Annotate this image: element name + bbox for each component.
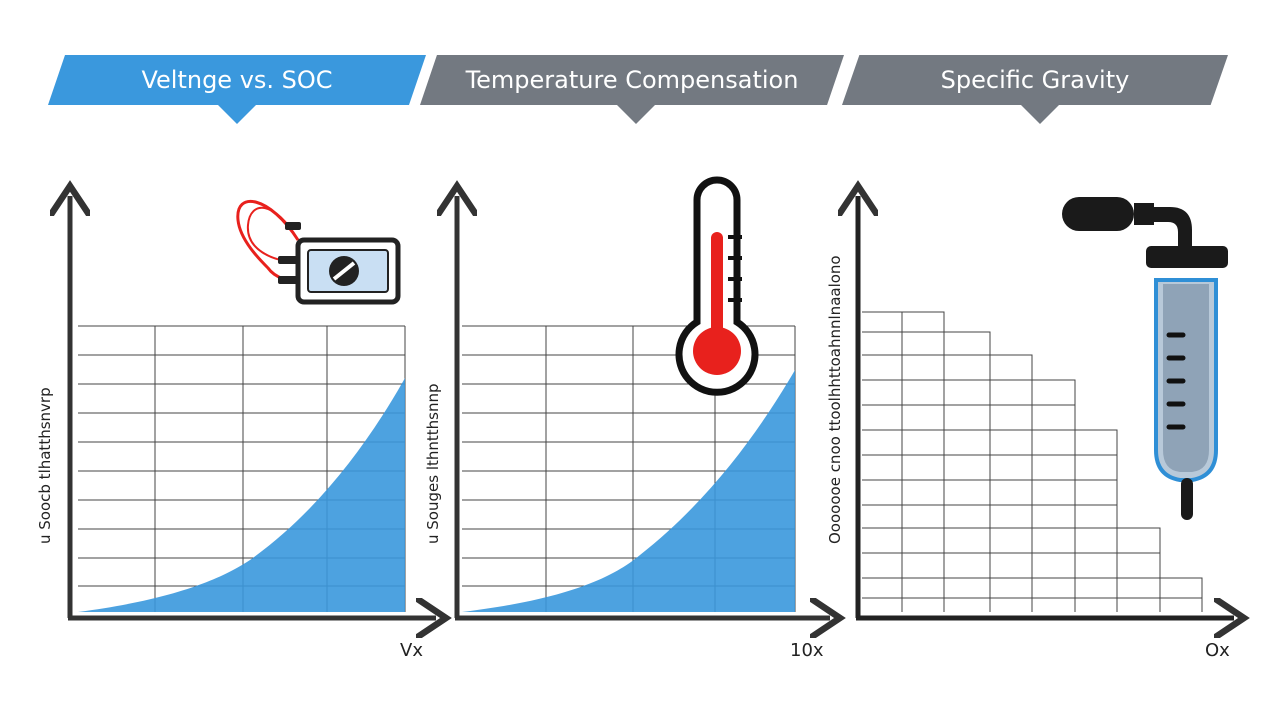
panel-title-3: Specific Gravity xyxy=(940,66,1130,94)
banner-temperature-compensation: Temperature Compensation xyxy=(420,55,844,105)
banner-pointer-3 xyxy=(1020,104,1060,124)
thermometer-icon xyxy=(675,176,759,396)
panel-1-area-curve xyxy=(78,378,405,612)
panel-3-chart xyxy=(856,196,1234,618)
multimeter-icon xyxy=(236,200,401,305)
panel-1-y-axis-label: u Soocb tlhatthsnvrp xyxy=(36,387,54,544)
hydrometer-icon xyxy=(1062,197,1228,520)
panel-3-x-end-label: Ox xyxy=(1205,640,1230,661)
panel-2-x-end-label: 10x xyxy=(790,640,824,661)
panel-2-y-axis-label: u Souges lthntthsnnp xyxy=(424,383,442,545)
panel-2-chart xyxy=(455,176,830,618)
banner-specific-gravity: Specific Gravity xyxy=(842,55,1228,105)
panel-1-chart xyxy=(68,196,436,618)
banner-pointer-2 xyxy=(616,104,656,124)
panel-title-1: Veltnge vs. SOC xyxy=(141,66,333,94)
banner-pointer-1 xyxy=(217,104,257,124)
panel-2-area-curve xyxy=(462,370,795,612)
panel-3-y-axis-label: Ooooooe cnoo ttoolhhttoahnnlnaalono xyxy=(826,255,844,544)
panel-title-2: Temperature Compensation xyxy=(465,66,799,94)
panel-3-stepped-grid xyxy=(862,311,1203,612)
panel-1-x-end-label: Vx xyxy=(400,640,423,661)
banner-voltage-vs-soc: Veltnge vs. SOC xyxy=(48,55,426,105)
